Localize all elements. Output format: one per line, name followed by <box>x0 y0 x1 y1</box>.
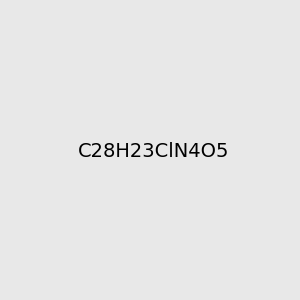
Text: C28H23ClN4O5: C28H23ClN4O5 <box>78 142 230 161</box>
